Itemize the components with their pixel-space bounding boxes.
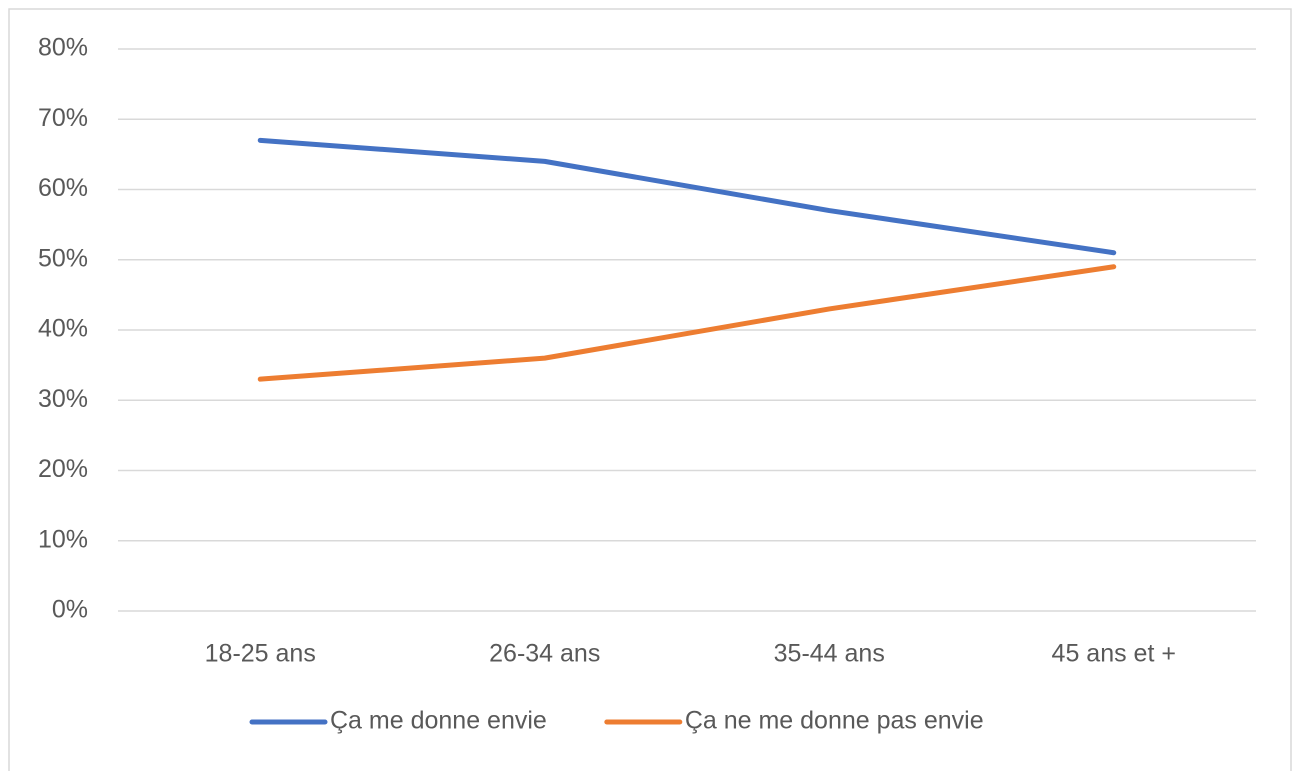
line-series (257, 264, 1117, 382)
y-tick-label: 30% (38, 385, 88, 413)
line-series (257, 137, 1117, 256)
y-tick-label: 20% (38, 455, 88, 483)
y-tick-label: 50% (38, 244, 88, 272)
y-tick-label: 40% (38, 315, 88, 343)
legend-label: Ça me donne envie (330, 707, 547, 735)
y-tick-label: 80% (38, 34, 88, 62)
y-tick-label: 60% (38, 174, 88, 202)
legend-label: Ça ne me donne pas envie (685, 707, 984, 735)
x-tick-label: 45 ans et + (1052, 640, 1176, 668)
y-tick-label: 0% (52, 596, 88, 624)
y-tick-label: 10% (38, 525, 88, 553)
x-tick-label: 18-25 ans (205, 640, 316, 668)
y-tick-label: 70% (38, 104, 88, 132)
x-tick-label: 35-44 ans (774, 640, 885, 668)
chart-border (8, 8, 1292, 771)
x-tick-label: 26-34 ans (489, 640, 600, 668)
